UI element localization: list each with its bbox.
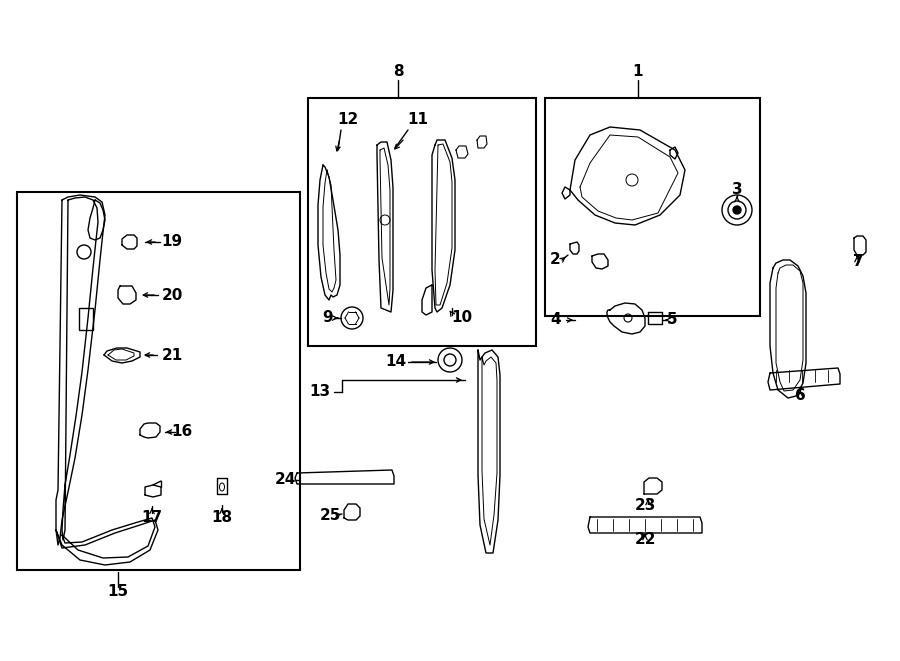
Text: 18: 18 — [212, 510, 232, 524]
Text: 1: 1 — [633, 65, 643, 79]
Text: 6: 6 — [795, 387, 806, 403]
Text: 4: 4 — [551, 313, 562, 327]
Text: 5: 5 — [667, 313, 678, 327]
Bar — [308, 98, 536, 346]
Text: 2: 2 — [550, 253, 561, 268]
Bar — [17, 192, 300, 570]
Text: 17: 17 — [141, 510, 163, 524]
Bar — [79, 308, 93, 330]
Text: 16: 16 — [171, 424, 193, 440]
Text: 8: 8 — [392, 65, 403, 79]
Text: 21: 21 — [161, 348, 183, 362]
Text: 7: 7 — [852, 254, 863, 270]
Text: 20: 20 — [161, 288, 183, 303]
Text: 11: 11 — [408, 112, 428, 128]
Text: 14: 14 — [385, 354, 407, 369]
Text: 12: 12 — [338, 112, 358, 128]
Text: 3: 3 — [732, 182, 742, 198]
Text: 22: 22 — [634, 533, 656, 547]
Text: 24: 24 — [274, 473, 296, 488]
Bar — [545, 98, 760, 316]
Text: 23: 23 — [634, 498, 656, 512]
Circle shape — [733, 206, 741, 214]
Text: 13: 13 — [310, 385, 330, 399]
Text: 15: 15 — [107, 584, 129, 600]
Text: 10: 10 — [452, 311, 472, 325]
Text: 9: 9 — [323, 311, 333, 325]
Text: 25: 25 — [320, 508, 341, 522]
Text: 19: 19 — [161, 235, 183, 249]
